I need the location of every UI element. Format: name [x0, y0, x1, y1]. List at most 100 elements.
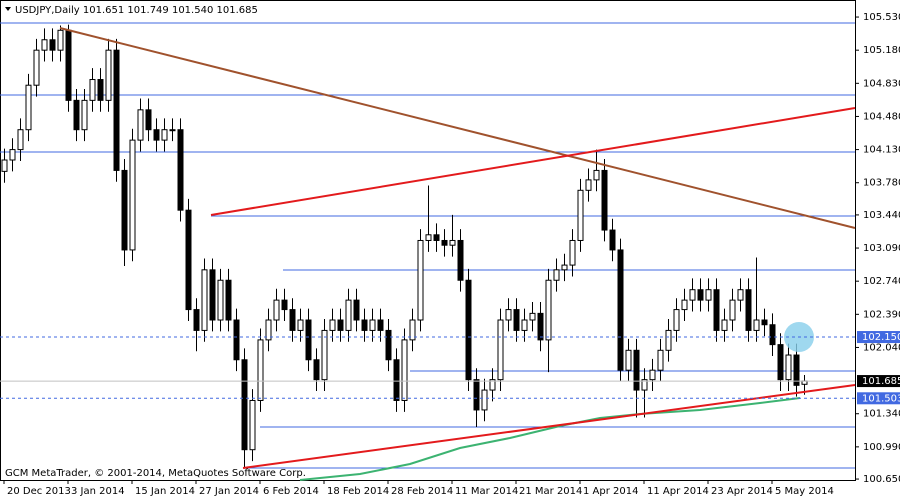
- x-tick-label: 11 Mar 2014: [455, 486, 518, 497]
- candle-body: [529, 312, 536, 321]
- candle-body: [153, 129, 160, 141]
- candle-body: [129, 139, 136, 251]
- candle-body: [361, 319, 368, 331]
- candle-body: [425, 234, 432, 241]
- y-tick-label: 104.480: [863, 111, 900, 122]
- candle-body: [393, 359, 400, 401]
- candle-body: [49, 39, 56, 51]
- candle-body: [681, 299, 688, 311]
- candle-body: [625, 349, 632, 371]
- x-tick-label: 23 Apr 2014: [711, 486, 773, 497]
- candle-body: [89, 79, 96, 101]
- candle-body: [377, 319, 384, 331]
- candle-body: [409, 319, 416, 341]
- x-tick-label: 1 Apr 2014: [583, 486, 638, 497]
- candle-body: [769, 324, 776, 346]
- y-tick-label: 103.780: [863, 178, 900, 189]
- x-tick-label: 15 Jan 2014: [135, 486, 195, 497]
- candle-body: [697, 289, 704, 301]
- candle-body: [401, 339, 408, 401]
- candle-body: [121, 169, 128, 251]
- candle-body: [249, 399, 256, 451]
- price-label-box: [857, 331, 900, 344]
- candle-body: [433, 234, 440, 241]
- candle-body: [593, 169, 600, 181]
- x-tick-label: 27 Jan 2014: [199, 486, 259, 497]
- candle-body: [777, 344, 784, 381]
- candle-body: [65, 29, 72, 101]
- candle-body: [185, 209, 192, 311]
- candle-body: [57, 29, 64, 51]
- x-tick-label: 28 Feb 2014: [391, 486, 453, 497]
- candle-body: [345, 299, 352, 331]
- candle-body: [9, 149, 16, 161]
- candle-body: [369, 319, 376, 331]
- candle-body: [321, 329, 328, 381]
- candle-body: [633, 349, 640, 391]
- candle-body: [673, 309, 680, 331]
- candle-body: [665, 329, 672, 351]
- y-tick-label: 105.530: [863, 12, 900, 23]
- candle-body: [505, 309, 512, 321]
- candle-body: [537, 312, 544, 341]
- candle-body: [33, 49, 40, 86]
- price-label-box: [857, 392, 900, 405]
- candle-body: [281, 299, 288, 311]
- candle-body: [233, 319, 240, 361]
- candle-body: [297, 319, 304, 331]
- x-tick-label: 18 Feb 2014: [327, 486, 389, 497]
- candle-body: [689, 289, 696, 301]
- candle-body: [161, 129, 168, 141]
- y-tick-label: 103.090: [863, 243, 900, 254]
- candle-body: [353, 299, 360, 321]
- candle-body: [577, 189, 584, 241]
- candle-body: [17, 129, 24, 151]
- candle-body: [721, 319, 728, 331]
- x-tick-label: 21 Mar 2014: [519, 486, 582, 497]
- y-tick-label: 102.390: [863, 309, 900, 320]
- candle-body: [449, 239, 456, 246]
- candle-body: [225, 279, 232, 321]
- candle-body: [265, 319, 272, 341]
- y-tick-label: 104.830: [863, 78, 900, 89]
- trend-line: [210, 107, 856, 216]
- y-tick-label: 100.650: [863, 474, 900, 485]
- y-tick-label: 102.040: [863, 342, 900, 353]
- candle-body: [217, 279, 224, 321]
- candle-body: [657, 349, 664, 371]
- candle-body: [713, 289, 720, 331]
- price-label: 102.150: [862, 332, 900, 343]
- candle-body: [241, 359, 248, 451]
- candle-body: [457, 239, 464, 281]
- candle-body: [465, 279, 472, 381]
- candle-body: [785, 354, 792, 381]
- x-tick-label: 11 Apr 2014: [647, 486, 709, 497]
- candle-body: [41, 39, 48, 51]
- x-tick-label: 5 May 2014: [775, 486, 834, 497]
- x-tick-label: 6 Feb 2014: [263, 486, 319, 497]
- candle-body: [617, 249, 624, 371]
- candle-body: [545, 279, 552, 341]
- x-tick-label: 3 Jan 2014: [71, 486, 125, 497]
- candle-body: [737, 289, 744, 301]
- y-tick-label: 102.740: [863, 276, 900, 287]
- y-tick-label: 105.180: [863, 45, 900, 56]
- candle-body: [177, 129, 184, 211]
- price-label: 101.503: [862, 393, 900, 404]
- copyright: GCM MetaTrader, © 2001-2014, MetaQuotes …: [5, 468, 306, 479]
- candle-body: [105, 49, 112, 101]
- candle-body: [209, 269, 216, 321]
- candle-body: [481, 389, 488, 411]
- candle-body: [201, 269, 208, 331]
- candle-body: [609, 229, 616, 251]
- candle-body: [489, 379, 496, 391]
- menu-arrow[interactable]: [5, 7, 11, 11]
- candle-body: [113, 49, 120, 171]
- candle-body: [745, 289, 752, 331]
- candle-body: [169, 129, 176, 132]
- candle-body: [793, 354, 800, 386]
- price-label: 101.685: [862, 376, 900, 387]
